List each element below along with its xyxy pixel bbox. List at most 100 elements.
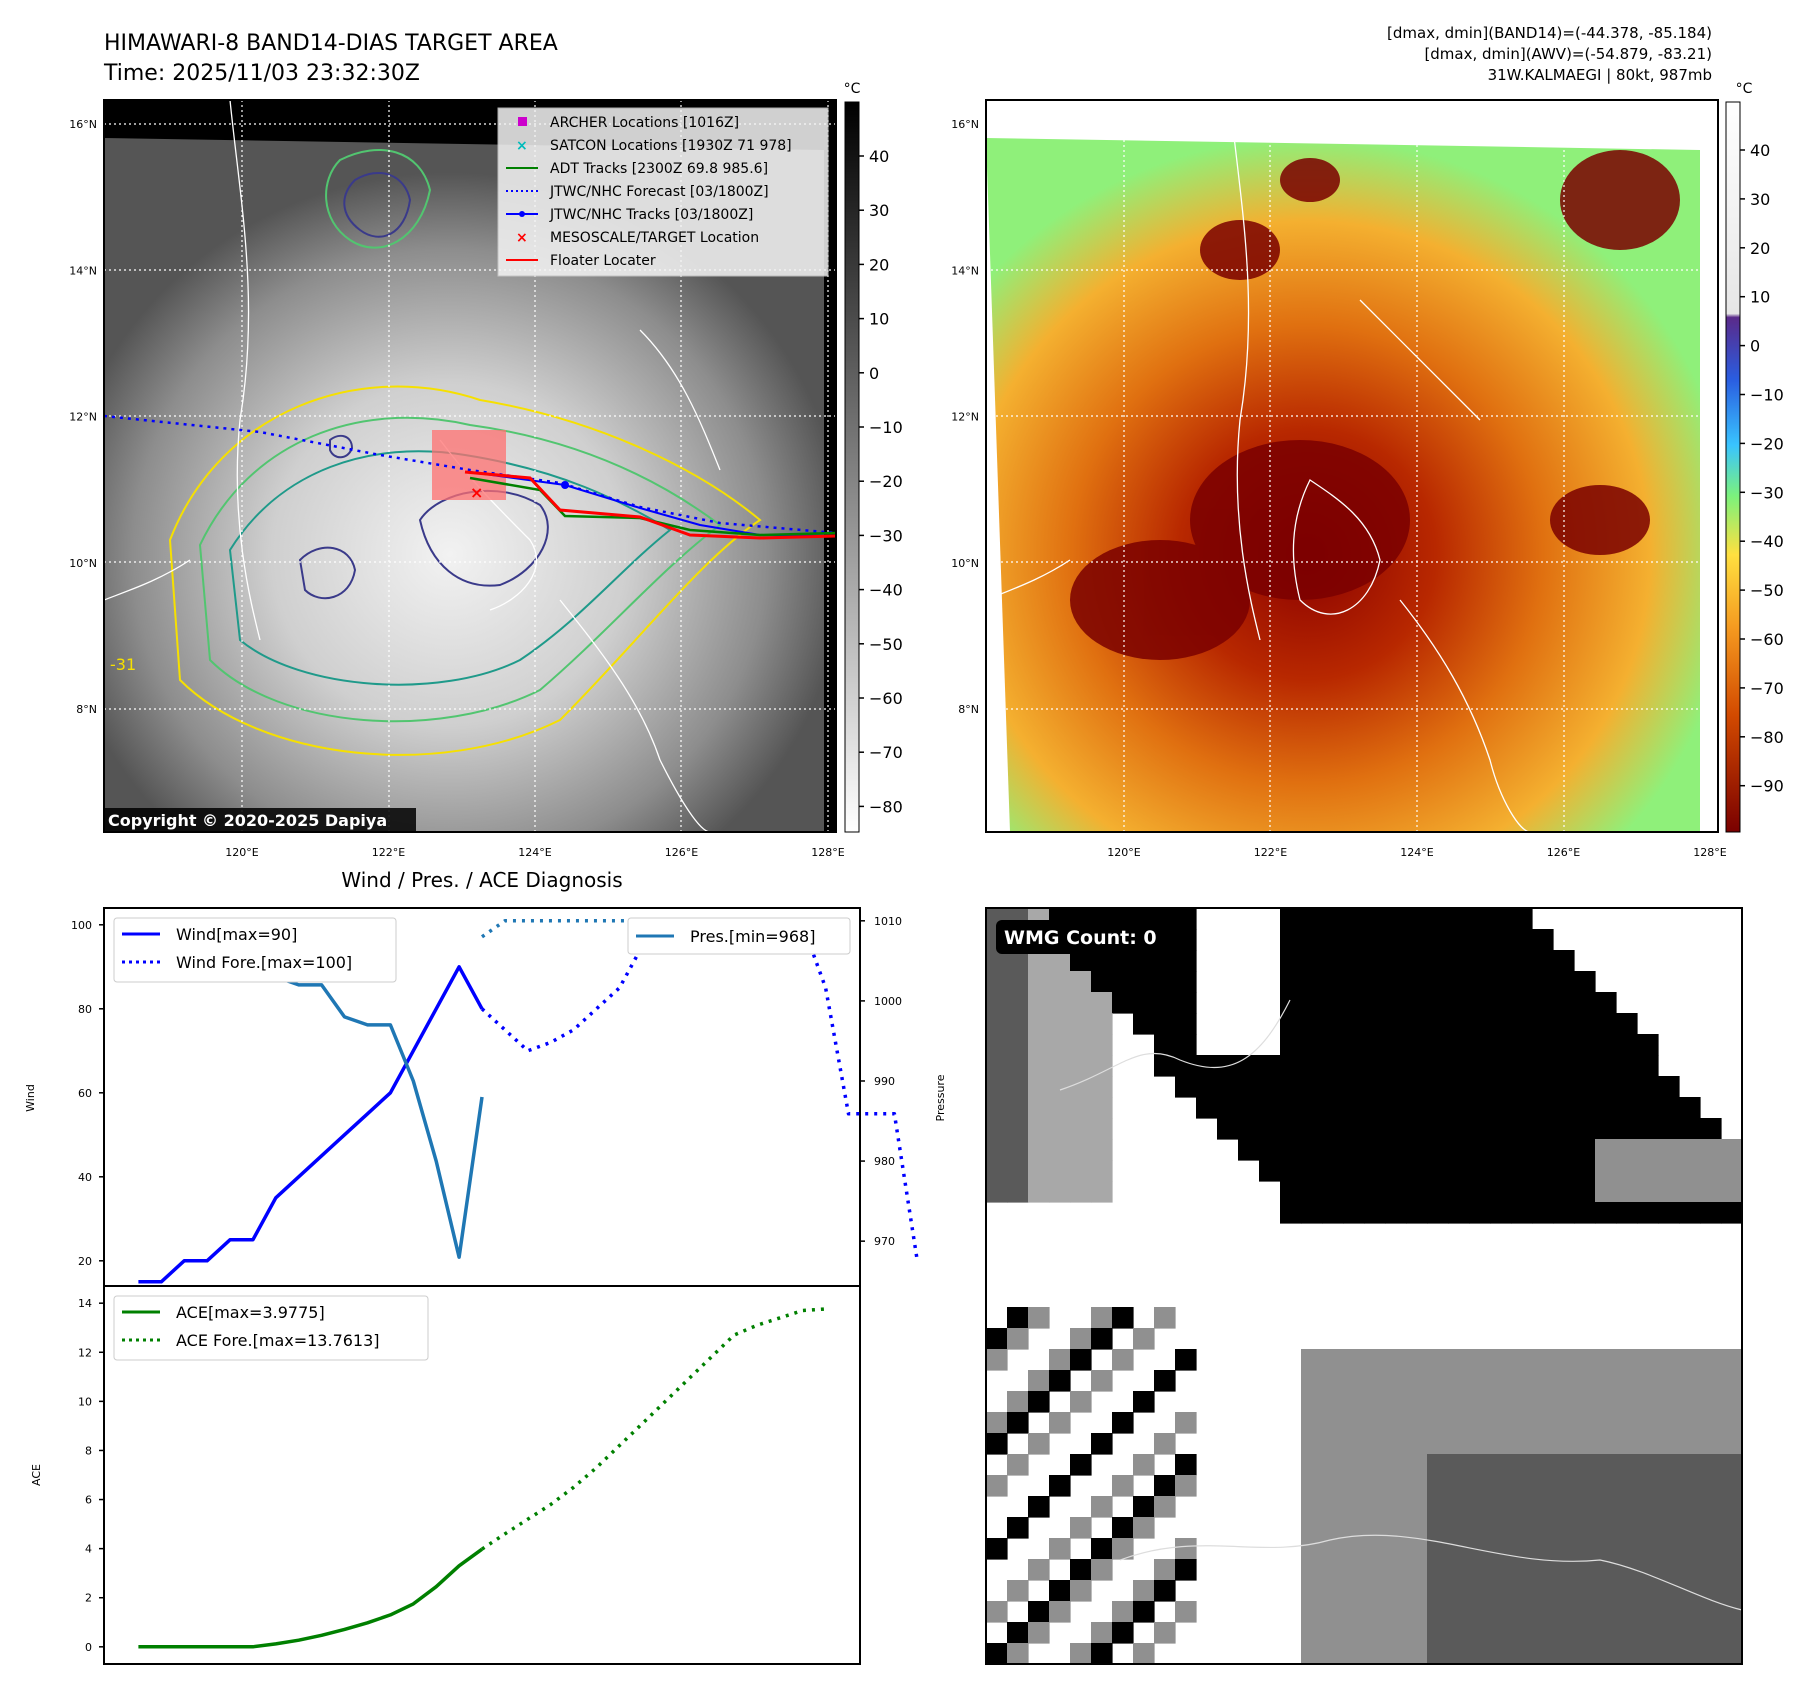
wmg-cell	[1322, 1076, 1344, 1098]
wmg-cell	[1154, 1055, 1176, 1077]
wmg-cell	[1679, 1601, 1701, 1623]
wmg-cell	[1280, 1139, 1302, 1161]
wmg-cell	[1490, 971, 1512, 993]
wmg-cell	[1448, 1454, 1470, 1476]
wmg-cell	[1133, 992, 1155, 1014]
wmg-cell	[1574, 1601, 1596, 1623]
wmg-cell	[1154, 992, 1176, 1014]
figure-time: Time: 2025/11/03 23:32:30Z	[103, 61, 420, 86]
wmg-cell	[1511, 1580, 1533, 1602]
wmg-cell	[1322, 1391, 1344, 1413]
wmg-cell	[1154, 1433, 1176, 1455]
wmg-cell	[1028, 1160, 1050, 1182]
legend-item: × MESOSCALE/TARGET Location	[516, 230, 759, 246]
wmg-cell	[1427, 908, 1449, 930]
wmg-cell	[1175, 1055, 1197, 1077]
wmg-cell	[1091, 1055, 1113, 1077]
wmg-cell	[1532, 1454, 1554, 1476]
legend-square-icon	[518, 117, 527, 126]
wmg-cell	[1175, 971, 1197, 993]
wmg-cell	[1574, 1517, 1596, 1539]
wmg-cell	[1469, 950, 1491, 972]
wmg-cell	[1427, 1496, 1449, 1518]
wmg-cell	[1490, 1454, 1512, 1476]
wmg-cell	[1049, 1370, 1071, 1392]
wmg-cell	[1070, 1097, 1092, 1119]
wmg-cell	[1028, 950, 1050, 972]
wmg-cell	[1553, 1538, 1575, 1560]
map-right-cold-cores	[1070, 150, 1680, 660]
colorbar-tick-label: 10	[1750, 288, 1770, 307]
wmg-cell	[1154, 1559, 1176, 1581]
wmg-cell	[1070, 1076, 1092, 1098]
wmg-cell	[1616, 1055, 1638, 1077]
wmg-cell	[1154, 1622, 1176, 1644]
wmg-cell	[1385, 971, 1407, 993]
pressure-axis-label: Pressure	[934, 1074, 947, 1121]
wmg-cell	[1637, 1034, 1659, 1056]
target-marker: ×	[470, 483, 483, 502]
wmg-cell	[1196, 1055, 1218, 1077]
wmg-cell	[1658, 1076, 1680, 1098]
wmg-cell	[1343, 1433, 1365, 1455]
wmg-cell	[1406, 929, 1428, 951]
wmg-cell	[1574, 1013, 1596, 1035]
wmg-cell	[1301, 929, 1323, 951]
wmg-cell	[1637, 1370, 1659, 1392]
wmg-cell	[1574, 1349, 1596, 1371]
wmg-cell	[1616, 1412, 1638, 1434]
wmg-cell	[1301, 1622, 1323, 1644]
wmg-cell	[1007, 1181, 1029, 1203]
wmg-cell	[1406, 1601, 1428, 1623]
lat-label: 16°N	[951, 118, 979, 131]
map-panel-right: °C 403020100−10−20−30−40−50−60−70−80−90 …	[951, 81, 1784, 859]
wmg-cell	[1028, 1034, 1050, 1056]
wmg-cell	[1658, 1496, 1680, 1518]
wmg-cell	[1469, 1433, 1491, 1455]
lat-label: 10°N	[69, 557, 97, 570]
wmg-cell	[1049, 1160, 1071, 1182]
legend-item-label: SATCON Locations [1930Z 71 978]	[550, 138, 792, 154]
wmg-cell	[1448, 1181, 1470, 1203]
wmg-cell	[1658, 1118, 1680, 1140]
wmg-cell	[1196, 1097, 1218, 1119]
wmg-cell	[1343, 1076, 1365, 1098]
wmg-cell	[1175, 1412, 1197, 1434]
wmg-cell	[1490, 1496, 1512, 1518]
lon-label: 126°E	[1547, 846, 1580, 859]
wmg-cell	[1028, 1307, 1050, 1329]
wmg-cell	[1385, 1181, 1407, 1203]
colorbar-left	[844, 101, 860, 833]
wmg-cell	[1343, 1580, 1365, 1602]
wmg-cell	[1049, 1601, 1071, 1623]
wmg-cell	[1511, 1034, 1533, 1056]
wmg-cell	[1301, 1538, 1323, 1560]
wmg-cell	[1490, 1475, 1512, 1497]
wmg-cell	[1070, 992, 1092, 1014]
wmg-cell	[1070, 1559, 1092, 1581]
wmg-cell	[1259, 1076, 1281, 1098]
wmg-cell	[1364, 1097, 1386, 1119]
wmg-frame	[985, 907, 1743, 1665]
wmg-cell	[1280, 1181, 1302, 1203]
wmg-cell	[1595, 1097, 1617, 1119]
map-panel-left: × ARCHER Locations [1016Z] × SATCON Locati…	[69, 81, 903, 859]
lon-label: 128°E	[811, 846, 844, 859]
colorbar-tick-label: 0	[869, 364, 879, 383]
wmg-cell	[1679, 1496, 1701, 1518]
wmg-cell	[1322, 1538, 1344, 1560]
wmg-cell	[1427, 971, 1449, 993]
wmg-cell	[1364, 950, 1386, 972]
wmg-cell	[1385, 1622, 1407, 1644]
wmg-cell	[1301, 1013, 1323, 1035]
ace-fore-legend-label: ACE Fore.[max=13.7613]	[176, 1331, 380, 1350]
wmg-cell	[1385, 1118, 1407, 1140]
wmg-cell	[1385, 1496, 1407, 1518]
wmg-cell	[1280, 1118, 1302, 1140]
wmg-cell	[1490, 1391, 1512, 1413]
wmg-cell	[1007, 971, 1029, 993]
wmg-cell	[1364, 1160, 1386, 1182]
wmg-cell	[1721, 1454, 1743, 1476]
wmg-cell	[1637, 1391, 1659, 1413]
wmg-cell	[1490, 1622, 1512, 1644]
